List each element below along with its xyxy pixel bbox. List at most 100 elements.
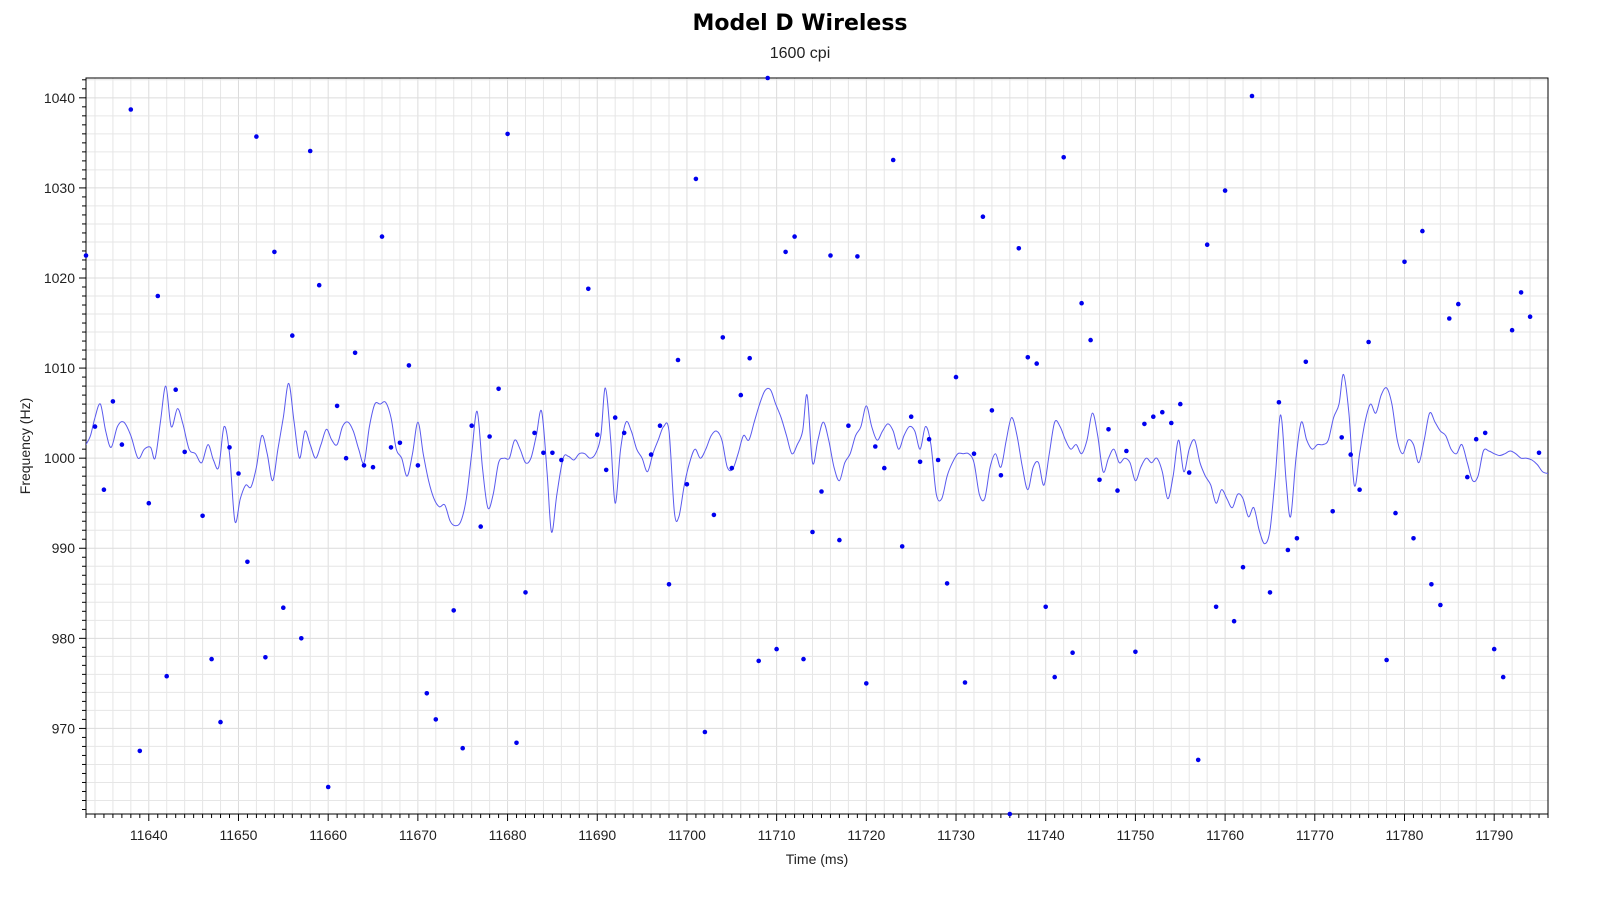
data-point [1491,646,1497,652]
plot-frame [85,77,1549,815]
data-point [882,465,887,471]
x-tick-label: 11690 [578,827,616,843]
data-point [1043,604,1048,610]
data-point [433,717,439,722]
data-point [657,423,663,429]
x-tick-label: 11660 [309,827,347,843]
data-point [334,403,340,409]
data-point [1366,339,1371,345]
data-point [460,745,466,751]
data-point [1500,674,1506,680]
data-point [586,286,591,292]
data-point [621,430,627,436]
data-point [1016,246,1022,251]
data-point [361,463,367,468]
x-tick-label: 11740 [1027,827,1065,843]
data-point [864,681,869,686]
data-point [146,500,152,506]
data-point [837,537,842,543]
data-point [1339,435,1344,440]
y-tick-label: 990 [52,540,76,556]
data-point [496,386,501,392]
data-point [307,148,313,154]
data-point [254,134,259,139]
x-axis-label: Time (ms) [786,851,848,867]
data-point [1447,316,1452,321]
data-point [765,75,770,81]
data-point [980,214,986,219]
data-point [1007,811,1013,817]
data-point [828,253,833,258]
data-point [1249,93,1255,99]
data-point [738,392,744,398]
x-tick-label: 11650 [220,827,258,843]
data-point [1034,361,1039,366]
data-point [783,249,788,255]
data-point [1070,650,1075,655]
data-point [397,440,403,446]
data-point [541,450,546,456]
data-point [953,374,959,380]
data-point [325,784,331,790]
series-points-layer [83,75,1542,817]
data-point [1465,474,1470,480]
data-point [675,357,681,363]
data-point [648,452,654,457]
data-point [1456,301,1461,307]
data-point [1115,488,1120,493]
data-point [917,459,923,465]
data-point [666,582,672,587]
data-point [1178,401,1183,407]
x-tick-label: 11670 [399,827,437,843]
data-point [908,414,914,420]
y-tick-label: 970 [52,720,76,736]
data-point [774,646,779,652]
data-point [532,430,537,436]
data-point [1124,448,1129,454]
data-point [729,465,735,471]
data-point [128,107,134,112]
x-tick-label: 11750 [1116,827,1154,843]
data-point [227,445,232,450]
data-point [1240,564,1246,570]
x-tick-label: 11790 [1475,827,1513,843]
data-point [352,350,358,356]
data-point [505,131,510,137]
data-point [451,608,457,613]
series-line-layer [86,373,1548,545]
x-tick-label: 11720 [847,827,885,843]
data-point [1061,155,1066,160]
data-point [200,513,205,519]
data-point [1348,452,1353,457]
data-point [612,415,618,420]
data-point [236,471,241,476]
data-point [523,590,528,595]
y-tick-label: 1020 [44,270,75,286]
data-point [550,450,555,456]
chart-title: Model D Wireless [692,11,908,36]
data-point [1509,327,1515,333]
data-point [164,673,169,679]
x-tick-label: 11710 [758,827,796,843]
data-point [989,408,995,413]
data-point [1079,300,1084,306]
x-tick-label: 11760 [1206,827,1244,843]
data-point [1267,590,1273,595]
data-point [406,363,412,368]
data-point [1438,602,1443,608]
data-point [711,512,717,518]
data-point [1186,470,1192,475]
data-point [299,636,304,641]
data-point [514,740,519,746]
data-point [1142,421,1147,427]
data-point [819,489,824,494]
data-point [684,482,690,487]
data-point [182,449,187,455]
data-point [559,457,564,463]
data-point [926,436,932,442]
data-point [316,282,322,288]
data-point [756,658,761,664]
data-point [1097,477,1102,483]
data-point [855,254,860,259]
x-tick-label: 11770 [1296,827,1334,843]
